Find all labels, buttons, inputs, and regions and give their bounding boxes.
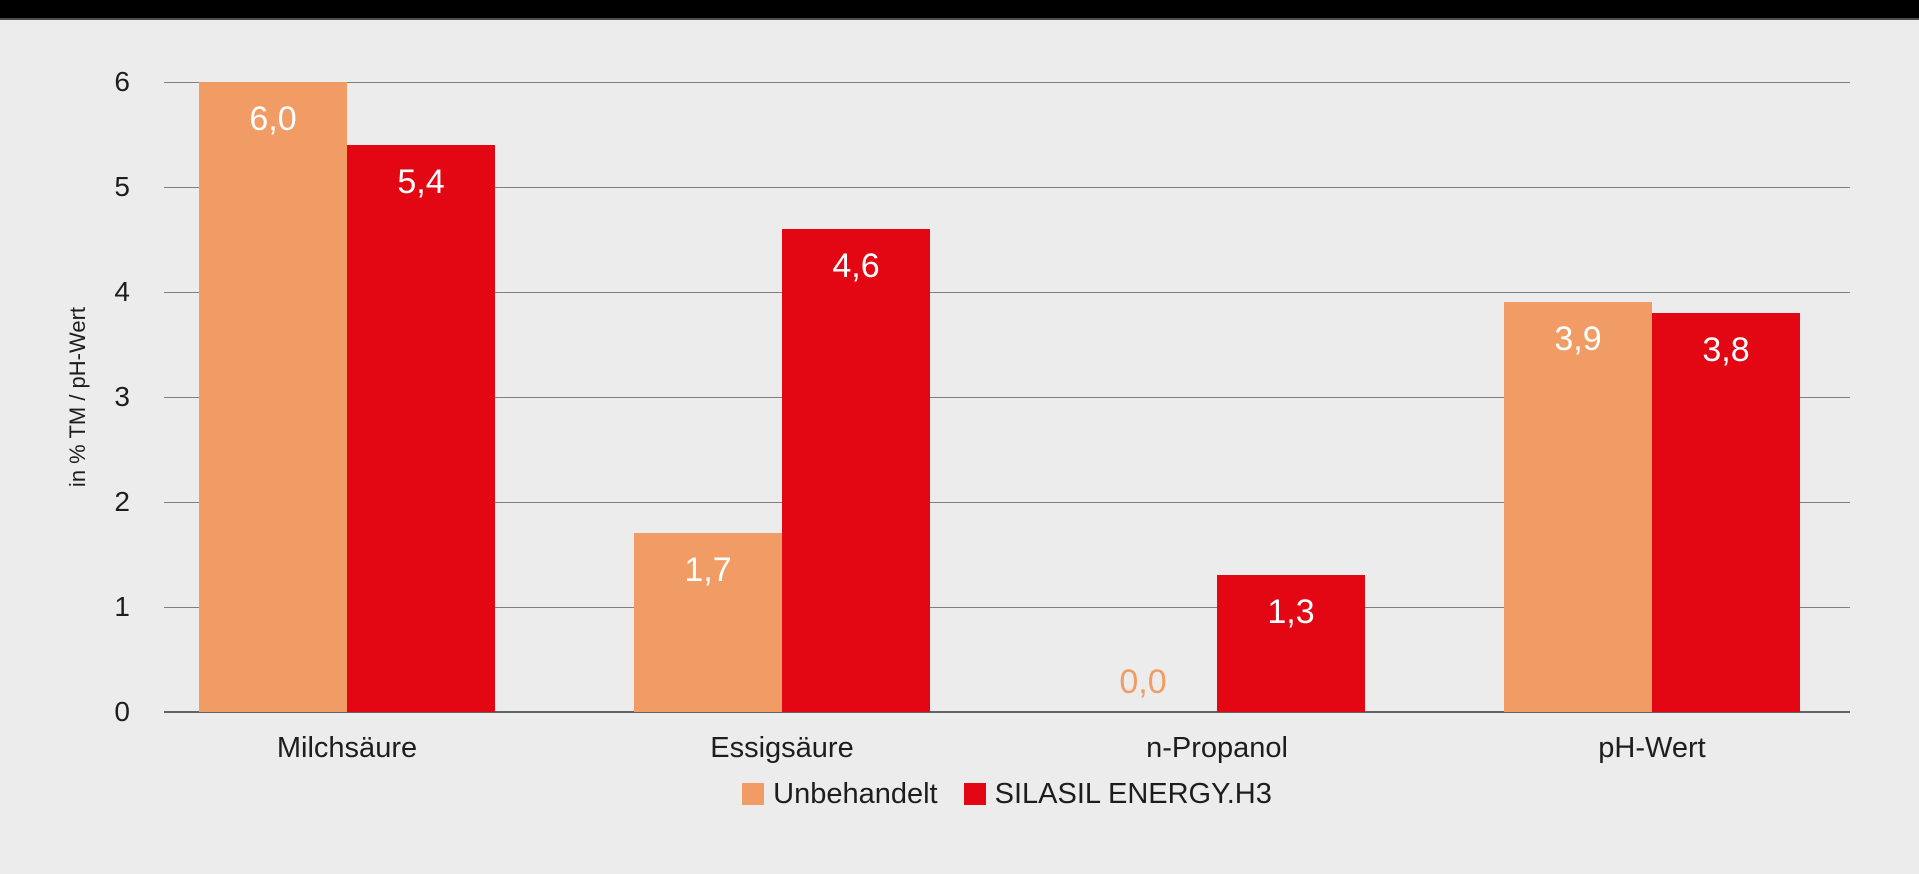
legend-item: SILASIL ENERGY.H3 <box>963 778 1272 810</box>
bar <box>1504 302 1652 712</box>
y-tick-label: 5 <box>114 171 130 202</box>
bar-value-label: 3,8 <box>1702 331 1750 369</box>
gridline <box>164 502 1850 503</box>
gridline <box>164 82 1850 83</box>
y-tick-label: 2 <box>114 486 130 517</box>
gridline <box>164 187 1850 188</box>
bar <box>782 229 930 712</box>
category-label: pH-Wert <box>1598 732 1706 764</box>
legend-label: SILASIL ENERGY.H3 <box>994 778 1272 810</box>
bar-value-label: 1,3 <box>1267 593 1315 631</box>
gridline <box>164 292 1850 293</box>
bar-value-label: 6,0 <box>249 100 297 138</box>
gridline <box>164 607 1850 608</box>
legend-item: Unbehandelt <box>742 778 938 810</box>
bar-value-label: 5,4 <box>397 163 445 201</box>
legend-swatch <box>742 783 765 805</box>
bar <box>1217 575 1365 712</box>
category-label: Milchsäure <box>276 732 418 764</box>
bar <box>1652 313 1800 712</box>
legend-swatch <box>963 783 986 805</box>
legend: Unbehandelt SILASIL ENERGY.H3 <box>164 779 1850 809</box>
y-tick-label: 6 <box>114 66 130 97</box>
category-label: Essigsäure <box>710 732 854 764</box>
bar-value-label: 1,7 <box>684 551 732 589</box>
bar <box>199 82 347 712</box>
top-banner-bar <box>0 0 1919 20</box>
category-label: n-Propanol <box>1146 732 1288 764</box>
bar <box>347 145 495 712</box>
y-tick-label: 0 <box>114 696 130 727</box>
x-axis-baseline <box>164 711 1850 713</box>
y-tick-label: 3 <box>114 381 130 412</box>
bar-value-label: 0,0 <box>1119 663 1167 701</box>
gridline <box>164 397 1850 398</box>
y-tick-label: 4 <box>114 276 130 307</box>
bar <box>634 533 782 712</box>
bar-value-label: 3,9 <box>1554 320 1602 358</box>
bar-value-label: 4,6 <box>832 247 880 285</box>
legend-label: Unbehandelt <box>773 778 938 810</box>
y-tick-label: 1 <box>114 591 130 622</box>
